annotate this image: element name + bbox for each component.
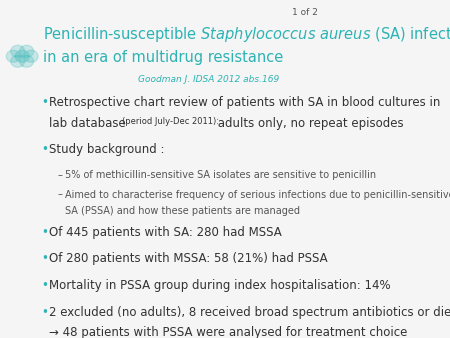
Text: Retrospective chart review of patients with SA in blood cultures in: Retrospective chart review of patients w… <box>49 96 440 109</box>
Text: lab database: lab database <box>49 117 129 129</box>
Text: adults only, no repeat episodes: adults only, no repeat episodes <box>214 117 403 129</box>
Text: •: • <box>41 279 48 292</box>
Text: 5% of methicillin-sensitive SA isolates are sensitive to penicillin: 5% of methicillin-sensitive SA isolates … <box>65 170 376 180</box>
Text: Mortality in PSSA group during index hospitalisation: 14%: Mortality in PSSA group during index hos… <box>49 279 390 292</box>
Text: Study background :: Study background : <box>49 143 164 156</box>
Circle shape <box>6 50 20 62</box>
Circle shape <box>24 50 38 62</box>
Text: Goodman J. IDSA 2012 abs.169: Goodman J. IDSA 2012 abs.169 <box>138 75 279 84</box>
Circle shape <box>11 45 25 57</box>
Text: Of 445 patients with SA: 280 had MSSA: Of 445 patients with SA: 280 had MSSA <box>49 226 281 239</box>
Text: Aimed to characterise frequency of serious infections due to penicillin-sensitiv: Aimed to characterise frequency of serio… <box>65 190 450 199</box>
Text: 1 of 2: 1 of 2 <box>292 8 318 17</box>
Circle shape <box>20 45 34 57</box>
Circle shape <box>11 55 25 67</box>
Text: –: – <box>57 170 62 180</box>
Text: 2 excluded (no adults), 8 received broad spectrum antibiotics or died: 2 excluded (no adults), 8 received broad… <box>49 306 450 319</box>
Text: Penicillin-susceptible $\it{Staphylococcus\ aureus}$ (SA) infection: Penicillin-susceptible $\it{Staphylococc… <box>43 25 450 44</box>
Text: •: • <box>41 143 48 156</box>
Text: in an era of multidrug resistance: in an era of multidrug resistance <box>43 50 283 65</box>
Text: •: • <box>41 96 48 109</box>
Circle shape <box>20 55 34 67</box>
Circle shape <box>15 50 29 62</box>
Text: •: • <box>41 226 48 239</box>
Text: Of 280 patients with MSSA: 58 (21%) had PSSA: Of 280 patients with MSSA: 58 (21%) had … <box>49 252 327 265</box>
Text: SA (PSSA) and how these patients are managed: SA (PSSA) and how these patients are man… <box>65 206 300 216</box>
Text: (period July-Dec 2011):: (period July-Dec 2011): <box>122 117 222 126</box>
Text: –: – <box>57 190 62 199</box>
Text: → 48 patients with PSSA were analysed for treatment choice: → 48 patients with PSSA were analysed fo… <box>49 326 407 338</box>
Text: •: • <box>41 252 48 265</box>
Text: •: • <box>41 306 48 319</box>
